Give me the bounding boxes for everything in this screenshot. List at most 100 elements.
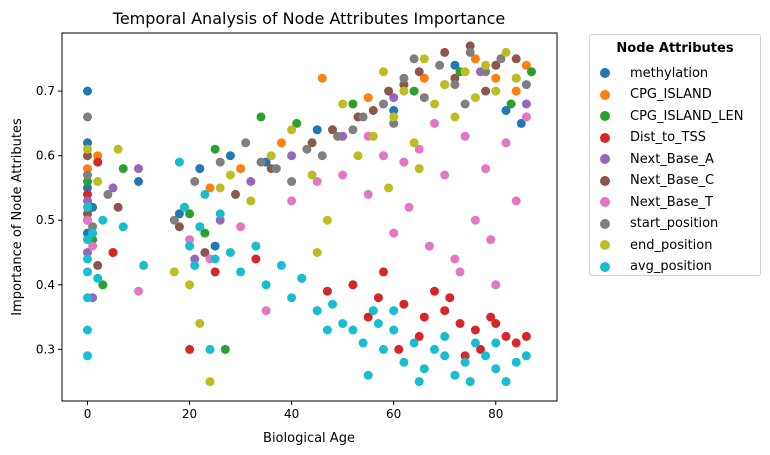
legend-label-start_position: start_position [630, 216, 719, 231]
point-Next_Base_C-8 [307, 138, 317, 148]
point-CPG_ISLAND-9 [363, 93, 373, 103]
point-CPG_ISLAND_LEN-4 [185, 209, 195, 219]
point-avg_position-1 [83, 325, 92, 335]
point-Next_Base_C-13 [465, 41, 475, 51]
point-avg_position-45 [491, 364, 501, 374]
point-start_position-0 [83, 112, 92, 122]
legend-item-Next_Base_T: Next_Base_T [600, 192, 713, 212]
point-avg_position-55 [322, 325, 332, 335]
chart-title: Temporal Analysis of Node Attributes Imp… [112, 9, 505, 28]
point-avg_position-5 [83, 202, 92, 212]
point-avg_position-43 [470, 338, 480, 348]
point-avg_position-14 [185, 241, 195, 251]
point-Dist_to_TSS-10 [379, 267, 388, 277]
point-avg_position-2 [83, 293, 92, 303]
point-avg_position-6 [83, 254, 92, 264]
point-Next_Base_T-11 [379, 151, 388, 161]
point-CPG_ISLAND_LEN-2 [98, 280, 108, 290]
legend-title: Node Attributes [616, 41, 734, 56]
point-avg_position-26 [287, 293, 297, 303]
y-tick-label-0.5: 0.5 [36, 213, 55, 227]
point-Dist_to_TSS-13 [430, 286, 439, 296]
point-end_position-9 [225, 170, 235, 180]
point-avg_position-12 [174, 157, 184, 167]
point-methylation-6 [174, 209, 184, 219]
point-end_position-32 [384, 183, 394, 193]
point-avg_position-42 [460, 357, 470, 367]
legend-item-avg_position: avg_position [600, 257, 712, 277]
point-methylation-13 [450, 60, 460, 70]
point-avg_position-36 [399, 357, 409, 367]
point-avg_position-21 [225, 248, 235, 257]
point-Next_Base_C-6 [231, 189, 240, 199]
point-start_position-25 [460, 99, 470, 109]
point-Dist_to_TSS-17 [486, 312, 496, 322]
point-Next_Base_A-1 [83, 248, 92, 257]
point-start_position-4 [169, 215, 179, 225]
point-CPG_ISLAND_LEN-14 [527, 67, 536, 77]
point-avg_position-47 [511, 357, 521, 367]
point-CPG_ISLAND-2 [93, 151, 103, 161]
point-Next_Base_C-12 [440, 47, 450, 57]
point-Next_Base_T-21 [491, 280, 501, 290]
point-avg_position-31 [348, 325, 358, 335]
point-methylation-11 [312, 125, 322, 135]
point-Next_Base_A-8 [287, 151, 297, 161]
point-CPG_ISLAND_LEN-13 [506, 99, 516, 109]
point-Next_Base_C-16 [328, 125, 337, 135]
point-avg_position-24 [261, 280, 271, 290]
point-end_position-19 [389, 112, 399, 122]
point-end_position-0 [83, 144, 92, 154]
legend-marker-end_position [600, 240, 610, 250]
x-tick-label-80: 80 [488, 407, 503, 421]
point-Next_Base_C-4 [174, 222, 184, 232]
point-Next_Base_C-17 [368, 106, 378, 115]
point-CPG_ISLAND-12 [491, 73, 501, 83]
point-start_position-8 [271, 164, 281, 174]
point-Next_Base_C-10 [384, 86, 394, 96]
point-start_position-26 [389, 118, 399, 128]
point-Next_Base_A-10 [389, 93, 399, 103]
point-CPG_ISLAND-10 [419, 73, 429, 83]
point-avg_position-48 [521, 351, 531, 361]
point-methylation-15 [516, 118, 526, 128]
point-Dist_to_TSS-11 [399, 299, 409, 309]
legend-marker-Next_Base_C [600, 175, 610, 186]
point-Next_Base_C-0 [83, 209, 92, 219]
point-start_position-23 [348, 125, 358, 135]
legend-item-CPG_ISLAND: CPG_ISLAND [600, 85, 712, 105]
point-Next_Base_T-6 [261, 306, 271, 316]
point-methylation-14 [501, 106, 511, 115]
point-Next_Base_T-19 [470, 215, 480, 225]
point-Next_Base_T-18 [460, 131, 470, 141]
point-end_position-3 [113, 144, 123, 154]
point-start_position-16 [450, 80, 460, 90]
plot-area [83, 41, 536, 387]
point-Next_Base_A-13 [521, 99, 531, 109]
point-CPG_ISLAND-11 [470, 54, 480, 64]
x-tick-label-0: 0 [84, 407, 92, 421]
point-Dist_to_TSS-20 [521, 331, 531, 341]
point-avg_position-16 [195, 222, 205, 232]
point-Next_Base_C-20 [481, 86, 491, 96]
y-axis: 0.3 0.4 0.5 0.6 0.7 [36, 84, 62, 356]
point-end_position-2 [93, 177, 103, 186]
point-start_position-19 [496, 54, 506, 64]
point-avg_position-49 [363, 370, 373, 380]
point-start_position-22 [317, 151, 327, 161]
point-end_position-16 [353, 151, 363, 161]
point-avg_position-9 [98, 215, 108, 225]
legend-label-methylation: methylation [630, 65, 709, 81]
point-start_position-3 [103, 189, 113, 199]
point-avg_position-25 [276, 260, 286, 270]
point-avg_position-15 [190, 260, 200, 270]
point-Next_Base_T-13 [404, 202, 414, 212]
point-Next_Base_T-10 [363, 189, 373, 199]
point-CPG_ISLAND_LEN-0 [83, 177, 92, 186]
point-Next_Base_C-18 [399, 80, 409, 90]
point-avg_position-27 [297, 273, 307, 283]
point-avg_position-4 [83, 235, 92, 245]
point-Dist_to_TSS-2 [108, 248, 118, 257]
point-Dist_to_TSS-12 [414, 331, 424, 341]
x-tick-label-20: 20 [182, 407, 197, 421]
